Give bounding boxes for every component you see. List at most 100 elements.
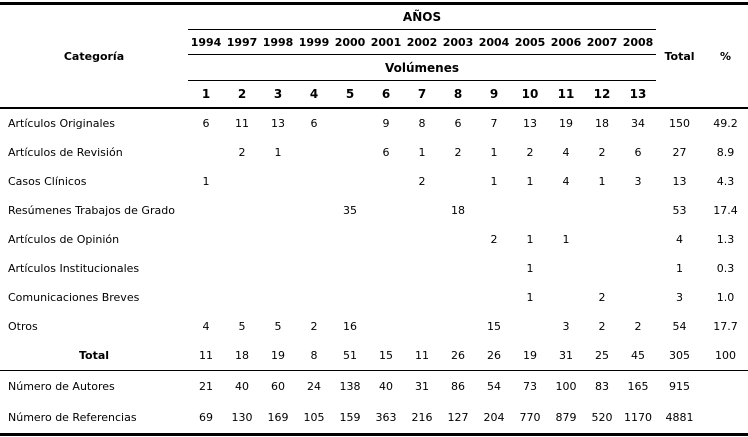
row-percent-cell: 4.3 [716, 175, 735, 188]
column-header-year: 2008 [620, 29, 656, 55]
row-total-cell: 305 [656, 341, 703, 371]
total-header: Total [656, 3, 703, 109]
cell: 1 [274, 146, 282, 159]
cell [188, 196, 224, 225]
table-row: Número de Referencias 69 130 169 105 159 363 21… [0, 402, 748, 435]
column-header-volume: 2 [224, 80, 260, 109]
row-label: Comunicaciones Breves [8, 291, 140, 304]
cell: 1 [562, 233, 570, 246]
cell: 7 [490, 117, 498, 130]
cell: 13 [271, 117, 285, 130]
row-label: Artículos Originales [8, 117, 115, 130]
cell: 18 [224, 341, 260, 371]
cell: 4 [562, 146, 570, 159]
cell: 73 [523, 380, 537, 393]
column-header-volume: 6 [368, 80, 404, 109]
cell: 1 [526, 291, 534, 304]
cell [188, 225, 224, 254]
cell [404, 225, 440, 254]
row-percent-cell: 0.3 [716, 262, 735, 275]
cell [620, 254, 656, 283]
table-row: Artículos de Opinión 2 1 1 4 1.3 [0, 225, 748, 254]
table-row: Otros 4 5 5 2 16 15 3 2 2 54 17.7 [0, 312, 748, 341]
cell [224, 167, 260, 196]
header-row-anos: Categoría AÑOS Total % [0, 3, 748, 109]
cell: 24 [307, 380, 321, 393]
cell: 100 [555, 380, 577, 393]
cell [332, 283, 368, 312]
row-label: Artículos Institucionales [8, 262, 140, 275]
table-row: Casos Clínicos 1 2 1 1 4 1 3 13 4.3 [0, 167, 748, 196]
cell [620, 225, 656, 254]
column-header-year: 2001 [368, 29, 404, 55]
cell: 4 [202, 320, 210, 333]
cell: 2 [454, 146, 462, 159]
row-percent-cell: 49.2 [713, 117, 738, 130]
cell [476, 283, 512, 312]
table-body: Artículos Originales 6 11 13 6 9 8 6 7 13 19 18 34 15… [0, 108, 748, 435]
cell [188, 283, 224, 312]
cell: 26 [476, 341, 512, 371]
cell: 21 [199, 380, 213, 393]
row-percent-cell: 1.3 [716, 233, 735, 246]
column-header-volume: 3 [260, 80, 296, 109]
cell [224, 225, 260, 254]
cell [260, 196, 296, 225]
column-header-volume: 11 [548, 80, 584, 109]
cell: 83 [595, 380, 609, 393]
table-row: Comunicaciones Breves 1 2 3 1.0 [0, 283, 748, 312]
cell: 18 [595, 117, 609, 130]
cell: 9 [382, 117, 390, 130]
cell [260, 167, 296, 196]
cell: 1 [526, 233, 534, 246]
row-total-cell: 915 [669, 380, 690, 393]
anos-group-header: AÑOS [188, 3, 656, 30]
table-row: Resúmenes Trabajos de Grado 35 18 53 17.4 [0, 196, 748, 225]
cell [332, 108, 368, 138]
volumenes-group-header: Volúmenes [188, 54, 656, 81]
cell [620, 196, 656, 225]
cell [620, 283, 656, 312]
cell [368, 312, 404, 341]
cell: 1 [202, 175, 210, 188]
cell [404, 312, 440, 341]
column-header-volume: 8 [440, 80, 476, 109]
column-header-year: 2002 [404, 29, 440, 55]
cell: 45 [620, 341, 656, 371]
table-header: Categoría AÑOS Total % 1994 1997 1998 1999 2… [0, 3, 748, 109]
column-header-year: 2000 [332, 29, 368, 55]
cell: 1 [526, 175, 534, 188]
column-header-year: 1999 [296, 29, 332, 55]
cell [224, 196, 260, 225]
cell: 60 [271, 380, 285, 393]
cell [476, 196, 512, 225]
cell: 25 [584, 341, 620, 371]
column-header-year: 1997 [224, 29, 260, 55]
cell: 5 [238, 320, 246, 333]
column-header-year: 2005 [512, 29, 548, 55]
cell [584, 225, 620, 254]
cell [296, 138, 332, 167]
cell: 1 [490, 175, 498, 188]
row-label: Número de Autores [8, 380, 115, 393]
row-total-cell: 54 [672, 320, 687, 333]
cell: 40 [379, 380, 393, 393]
column-header-volume: 4 [296, 80, 332, 109]
cell [332, 167, 368, 196]
cell: 2 [310, 320, 318, 333]
cell: 26 [440, 341, 476, 371]
cell: 11 [235, 117, 249, 130]
cell: 363 [375, 411, 397, 424]
cell: 1 [526, 262, 534, 275]
cell [260, 225, 296, 254]
cell [332, 254, 368, 283]
cell: 770 [519, 411, 541, 424]
cell: 19 [559, 117, 573, 130]
row-label: Resúmenes Trabajos de Grado [8, 204, 175, 217]
cell [584, 196, 620, 225]
percent-header: % [703, 3, 748, 109]
row-label: Artículos de Revisión [8, 146, 123, 159]
cell: 5 [274, 320, 282, 333]
table-row: Artículos Originales 6 11 13 6 9 8 6 7 13 19 18 34 15… [0, 108, 748, 138]
cell: 3 [562, 320, 570, 333]
